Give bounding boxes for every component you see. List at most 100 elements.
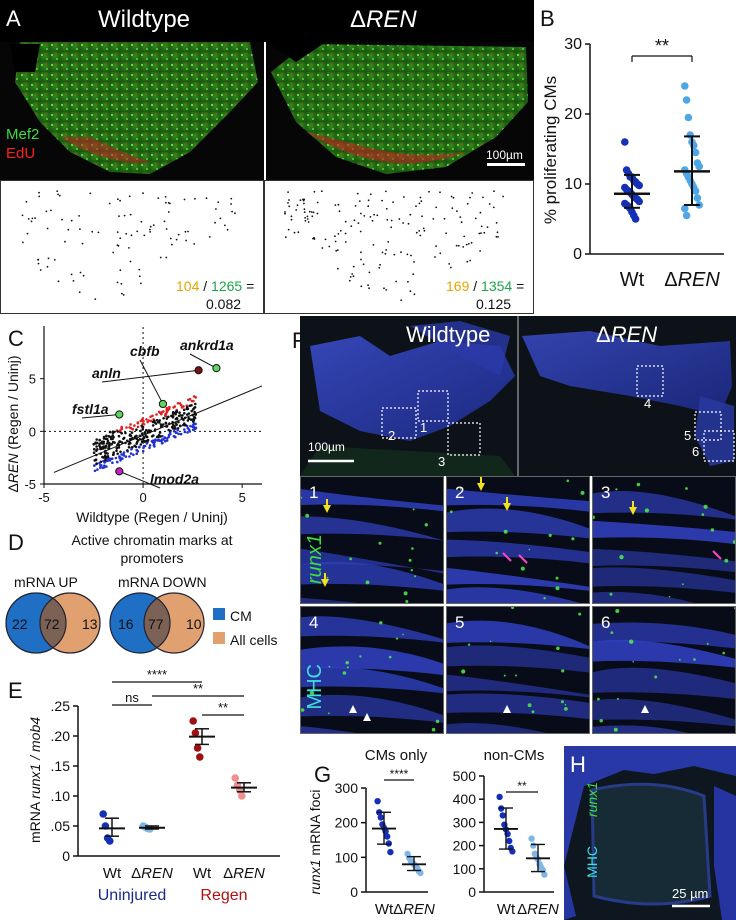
gene-point [128, 455, 131, 458]
gene-point [101, 455, 104, 459]
gene-point [164, 414, 167, 417]
edu-dot [379, 263, 381, 266]
gene-point [153, 419, 156, 422]
yellow-arrow [477, 477, 485, 491]
edu-dot [356, 192, 359, 195]
edu-dot [415, 231, 418, 234]
edu-dot [194, 197, 196, 200]
edu-dot [205, 197, 208, 200]
venn1-title: mRNA UP [14, 574, 78, 590]
runx1-focus [644, 508, 649, 513]
gene-point [124, 431, 127, 435]
x-tick-label-ren: ΔREN [664, 269, 720, 291]
edu-dot [395, 280, 397, 283]
gene-point [153, 428, 157, 431]
edu-dot [306, 218, 309, 220]
data-point [691, 187, 700, 195]
edu-dot [307, 221, 310, 223]
legend-cm-swatch [213, 608, 225, 620]
significance-label: ** [655, 36, 669, 56]
gene-point [135, 442, 138, 445]
edu-dot [463, 235, 466, 238]
gene-point [129, 423, 132, 426]
gene-point [158, 439, 161, 442]
gene-point [111, 434, 115, 437]
gene-point [155, 418, 159, 422]
panel-f-wildtype-title: Wildtype [406, 322, 491, 347]
edu-dot [420, 200, 423, 203]
edu-dot [313, 236, 315, 239]
gene-point [142, 440, 146, 443]
box-label-5: 5 [684, 428, 692, 443]
edu-dot [371, 219, 374, 222]
gene-point [118, 429, 122, 432]
edu-dot [409, 213, 412, 216]
tissue-strand [301, 666, 443, 694]
edu-dot [58, 194, 61, 197]
gene-point [156, 439, 159, 442]
edu-dot [117, 198, 119, 201]
data-point [621, 138, 629, 146]
edu-dot [177, 233, 180, 236]
gene-label-anln: anln [92, 365, 121, 381]
edu-dot [128, 247, 130, 249]
panel-a-scale-bar [487, 163, 525, 166]
edu-dot [415, 205, 417, 208]
gene-point [142, 444, 146, 448]
edu-dot [78, 291, 81, 294]
runx1-focus [424, 523, 428, 527]
gene-point [178, 411, 181, 414]
gene-point [120, 441, 124, 444]
runx1-focus [615, 488, 618, 491]
runx1-focus [515, 674, 517, 677]
edu-dot [495, 235, 498, 238]
gene-point [182, 418, 185, 422]
edu-dot [451, 207, 454, 209]
edu-dot [72, 280, 75, 282]
y-tick-label: 0 [573, 246, 582, 263]
runx1-focus [706, 642, 709, 645]
ren-dot-map [264, 180, 534, 314]
gene-point [98, 461, 101, 465]
runx1-focus [411, 547, 414, 550]
panel-h-mhc-label: MHC [584, 846, 600, 878]
x-tick-label: Wt [497, 901, 516, 918]
gene-point [107, 444, 111, 447]
runx1-focus [678, 658, 681, 661]
gene-point [165, 408, 168, 412]
edu-dot [70, 273, 73, 276]
edu-dot [108, 202, 111, 205]
edu-dot [368, 287, 370, 290]
tissue-strand [593, 520, 735, 545]
edu-dot [119, 199, 121, 202]
edu-dot [386, 219, 389, 221]
x-tick-label: ΔREN [393, 901, 435, 918]
gene-point [183, 416, 187, 420]
edu-dot [502, 195, 504, 198]
gene-point [183, 430, 187, 434]
edu-dot [478, 232, 481, 235]
gene-label-fstl1a: fstl1a [72, 401, 109, 417]
gene-point [160, 425, 164, 428]
gene-point [93, 469, 97, 473]
edu-dot [467, 243, 470, 245]
runx1-focus [405, 600, 409, 603]
edu-dot [479, 250, 481, 252]
gene-point [190, 418, 193, 421]
gene-point [105, 465, 108, 468]
edu-dot [413, 261, 415, 263]
tissue-strand [447, 674, 589, 698]
significance-label-right: ** [517, 779, 527, 793]
gene-callout-line [189, 353, 217, 369]
box-label-6: 6 [692, 444, 700, 459]
yellow-arrow [321, 573, 329, 587]
edu-dot [128, 195, 131, 198]
gene-point [112, 451, 115, 454]
tissue-strand [447, 645, 589, 673]
edu-dot [387, 241, 390, 243]
runx1-focus [461, 669, 466, 674]
y-tick-label: 0 [29, 424, 36, 439]
edu-dot [385, 289, 388, 291]
edu-dot [460, 221, 463, 224]
